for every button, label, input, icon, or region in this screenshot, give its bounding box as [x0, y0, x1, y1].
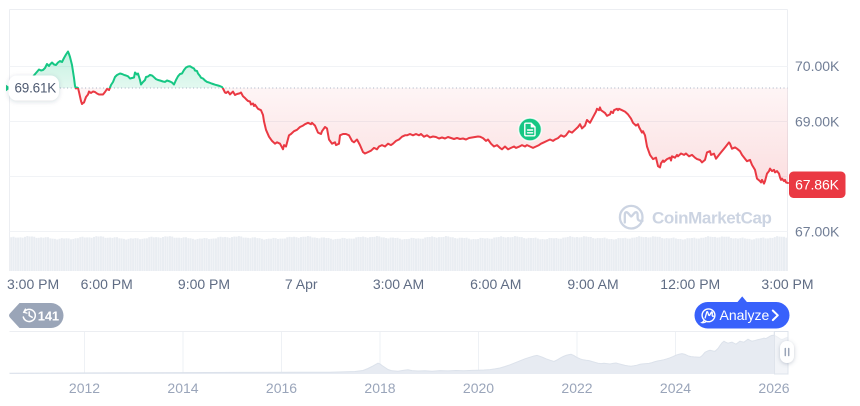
svg-text:2016: 2016: [266, 380, 297, 396]
svg-text:67.00K: 67.00K: [795, 224, 840, 240]
svg-text:2012: 2012: [69, 380, 100, 396]
svg-text:7 Apr: 7 Apr: [285, 276, 318, 292]
svg-text:69.61K: 69.61K: [15, 81, 57, 96]
svg-text:6:00 PM: 6:00 PM: [81, 276, 133, 292]
svg-text:2024: 2024: [660, 380, 691, 396]
svg-text:2014: 2014: [167, 380, 198, 396]
svg-text:141: 141: [38, 308, 59, 323]
svg-text:6:00 AM: 6:00 AM: [470, 276, 521, 292]
svg-text:9:00 PM: 9:00 PM: [178, 276, 230, 292]
svg-text:2020: 2020: [463, 380, 494, 396]
svg-text:2022: 2022: [561, 380, 592, 396]
svg-text:3:00 AM: 3:00 AM: [373, 276, 424, 292]
svg-text:12:00 PM: 12:00 PM: [660, 276, 720, 292]
svg-text:3:00 PM: 3:00 PM: [761, 276, 813, 292]
svg-text:70.00K: 70.00K: [795, 58, 840, 74]
svg-text:Analyze: Analyze: [720, 307, 770, 323]
svg-text:2026: 2026: [758, 380, 789, 396]
svg-text:69.00K: 69.00K: [795, 114, 840, 130]
svg-text:9:00 AM: 9:00 AM: [567, 276, 618, 292]
svg-text:2018: 2018: [364, 380, 395, 396]
svg-text:67.86K: 67.86K: [795, 177, 840, 193]
svg-text:CoinMarketCap: CoinMarketCap: [652, 209, 772, 228]
svg-text:3:00 PM: 3:00 PM: [7, 276, 59, 292]
